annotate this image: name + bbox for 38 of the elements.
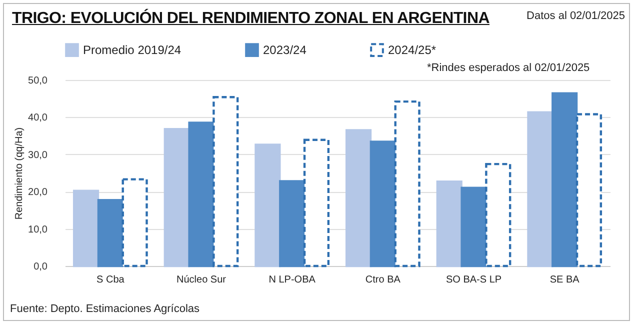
y-tick-label: 10,0 <box>28 224 48 236</box>
chart-title: TRIGO: EVOLUCIÓN DEL RENDIMIENTO ZONAL EN ARGENTINA <box>12 10 490 28</box>
legend-label: 2024/25* <box>388 43 436 58</box>
y-tick-label: 50,0 <box>28 76 48 86</box>
bar <box>72 190 100 268</box>
bar <box>394 100 420 268</box>
legend-label: 2023/24 <box>263 43 307 58</box>
bar <box>303 138 330 268</box>
y-tick-label: 30,0 <box>28 150 48 161</box>
bar <box>576 113 602 268</box>
bar <box>188 122 214 268</box>
bar <box>164 128 190 268</box>
text: *Rindes esperados al 02/01/2025 <box>427 62 590 74</box>
bar <box>345 129 372 268</box>
x-tick-label: Ctro BA <box>365 274 401 286</box>
source-note: Fuente: Depto. Estimaciones Agrícolas <box>10 303 200 315</box>
x-tick-label: Núcleo Sur <box>176 274 227 286</box>
legend-label: Promedio 2019/24 <box>83 43 182 58</box>
bar <box>370 140 396 268</box>
x-tick-label: SO BA-S LP <box>446 274 502 286</box>
bar <box>122 178 148 268</box>
bar <box>212 96 239 268</box>
bar <box>552 92 578 268</box>
x-tick-label: SE BA <box>550 274 580 286</box>
text: Datos al 02/01/2025 <box>526 10 625 22</box>
y-tick-label: 40,0 <box>28 112 48 124</box>
bar <box>460 186 487 268</box>
bar <box>254 144 281 268</box>
bar <box>97 199 124 268</box>
x-tick-label: S Cba <box>96 274 125 286</box>
y-tick-label: 20,0 <box>28 187 48 198</box>
bar <box>279 180 306 268</box>
bar <box>485 162 512 268</box>
bar <box>527 111 554 268</box>
y-tick-label: 0,0 <box>34 262 48 272</box>
bar <box>436 180 462 268</box>
x-tick-label: N LP-OBA <box>268 274 316 286</box>
y-axis-title: Rendimiento (qq/Ha) <box>14 127 26 220</box>
